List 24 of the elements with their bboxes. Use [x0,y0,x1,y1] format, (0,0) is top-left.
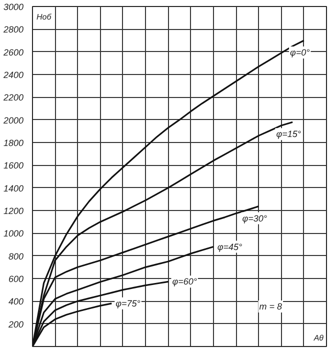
y-tick-label: 600 [8,274,24,284]
series-label: φ=60° [172,276,198,287]
y-tick-label: 1200 [3,206,24,216]
y-tick-label: 2800 [2,24,24,35]
series-label: φ=75° [116,298,141,308]
x-axis-title: Aθ [312,334,324,342]
y-tick-label: 2400 [2,70,24,80]
y-tick-label: 800 [8,251,24,262]
y-axis-title: Hоб [36,12,52,22]
y-tick-label: 1800 [3,138,24,148]
y-tick-label: 2600 [2,47,24,58]
y-tick-label: 200 [7,319,24,330]
y-tick-label: 2200 [2,92,24,103]
y-tick-label: 1000 [3,228,24,239]
series-label: φ=45° [217,242,243,252]
annotation: m = 8 [259,302,282,312]
y-tick-label: 1400 [3,183,24,194]
y-tick-label: 400 [8,296,24,307]
series-label: φ=15° [276,129,302,140]
series-label: φ=30° [242,213,268,224]
y-tick-label: 2000 [2,115,24,126]
series-label: φ=0° [290,48,310,58]
y-tick-label: 1600 [3,160,24,171]
y-tick-label: 3000 [3,2,24,12]
